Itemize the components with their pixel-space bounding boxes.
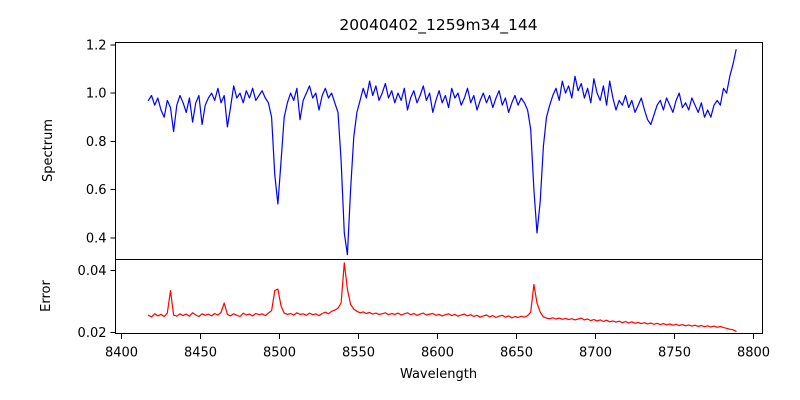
- x-tick-label: 8600: [421, 346, 454, 361]
- x-tick-label: 8450: [184, 346, 217, 361]
- x-axis-label: Wavelength: [400, 367, 477, 382]
- x-tick-label: 8650: [500, 346, 533, 361]
- x-tick-label: 8400: [105, 346, 138, 361]
- y-tick-label-spectrum: 1.2: [86, 38, 107, 53]
- y-tick-label-spectrum: 0.6: [86, 183, 107, 198]
- y-tick-label-spectrum: 0.4: [86, 231, 107, 246]
- panel-frame-error: [115, 259, 763, 334]
- y-tick-label-spectrum: 1.0: [86, 87, 107, 102]
- x-tick-label: 8550: [342, 346, 375, 361]
- y-tick-label-error: 0.04: [78, 264, 107, 279]
- x-tick-label: 8800: [737, 346, 770, 361]
- y-tick-label-spectrum: 0.8: [86, 135, 107, 150]
- y-axis-label-error: Error: [39, 280, 54, 312]
- data-layer: [147, 49, 737, 332]
- panel-frame-spectrum: [115, 42, 763, 260]
- spectrum-line: [147, 49, 737, 256]
- y-tick-label-error: 0.02: [78, 326, 107, 341]
- y-axis-label-spectrum: Spectrum: [41, 119, 56, 182]
- x-tick-label: 8700: [579, 346, 612, 361]
- x-tick-label: 8500: [263, 346, 296, 361]
- x-tick-label: 8750: [658, 346, 691, 361]
- axes-layer: 0.4 0.6 0.8 1.0 1.2 0.02 0.04 8400 8450 8500 8550 8…: [78, 38, 770, 360]
- chart-title: 20040402_1259m34_144: [339, 16, 537, 35]
- error-line: [147, 262, 737, 332]
